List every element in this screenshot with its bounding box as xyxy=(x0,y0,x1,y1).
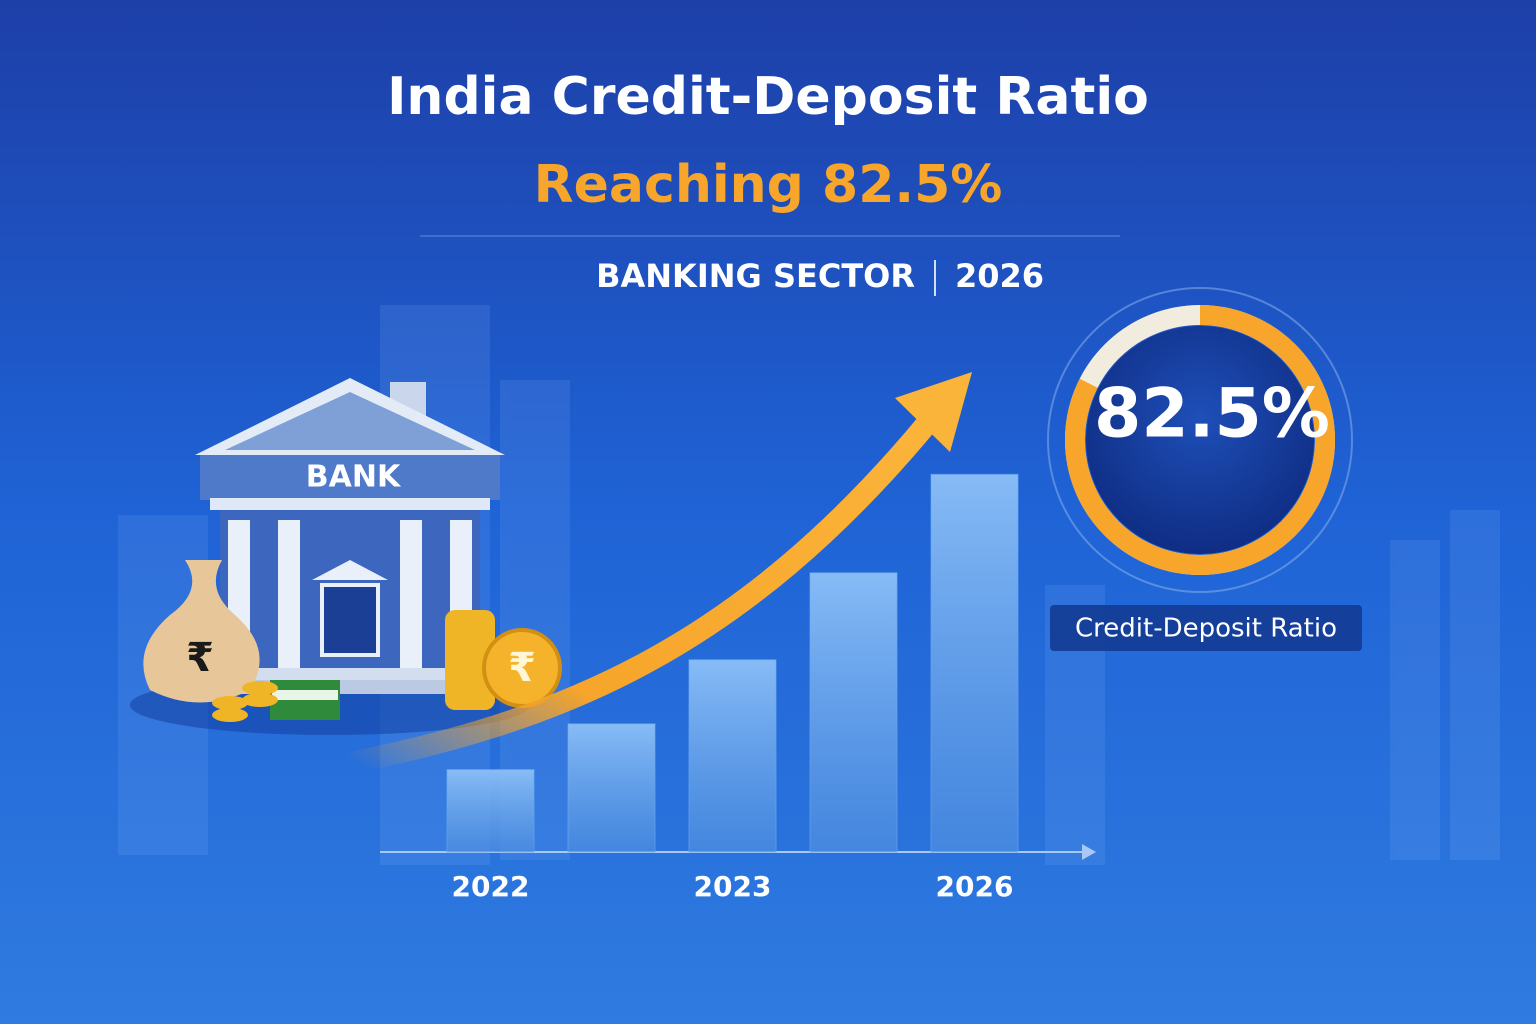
sector: BANKING SECTOR xyxy=(596,257,915,295)
bar xyxy=(809,572,898,853)
bag-currency: ₹ xyxy=(186,635,214,681)
bar xyxy=(567,723,656,853)
bank-illustration: BANK ₹ ₹ xyxy=(130,378,562,735)
coin-currency: ₹ xyxy=(508,645,536,691)
x-tick-label: 2023 xyxy=(694,870,772,903)
trend-arrowhead xyxy=(895,372,972,452)
gauge: 82.5% Credit-Deposit Ratio xyxy=(1047,287,1362,651)
bank-sign: BANK xyxy=(306,460,402,495)
title: India Credit-Deposit Ratio xyxy=(387,67,1149,127)
gauge-value: 82.5% xyxy=(1094,375,1330,454)
subtitle: Reaching 82.5% xyxy=(534,155,1003,215)
year: 2026 xyxy=(955,257,1044,295)
x-tick-label: 2026 xyxy=(936,870,1014,903)
bar xyxy=(446,769,535,853)
gauge-label: Credit-Deposit Ratio xyxy=(1075,614,1337,644)
gauge-label-box xyxy=(1050,605,1362,651)
gauge-arc xyxy=(1065,305,1335,575)
x-tick-label: 2022 xyxy=(452,870,530,903)
bar xyxy=(688,659,777,853)
bar xyxy=(930,473,1019,853)
bar-chart: 2022 2023 2026 xyxy=(380,473,1096,903)
x-axis-arrow xyxy=(1082,844,1096,860)
gauge-face xyxy=(1086,326,1314,554)
trend-arrow xyxy=(344,409,941,773)
